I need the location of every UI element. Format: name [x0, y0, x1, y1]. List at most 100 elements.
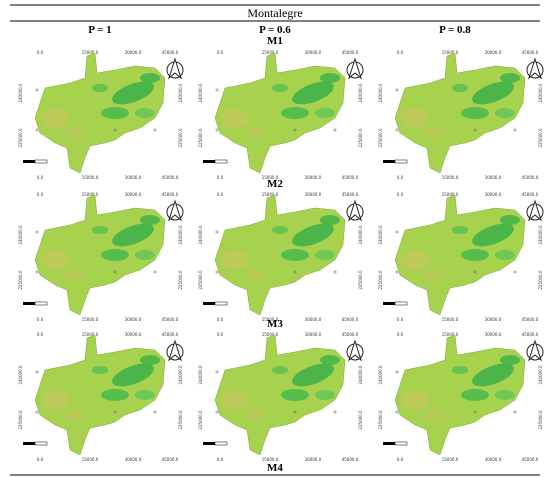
north-arrow	[166, 340, 184, 361]
map-y-label: 240000.0	[538, 83, 543, 103]
map-x-label: 15000.0	[262, 317, 279, 322]
map	[35, 195, 165, 315]
scale-bar	[394, 159, 408, 164]
grid-cross	[113, 270, 117, 274]
map-x-label: 45000.0	[342, 332, 359, 337]
map-x-label: 45000.0	[522, 175, 539, 180]
scale-bar	[214, 441, 228, 446]
map-panel: 0.0 0.0 15000.0 15000.0 30000.0 30000.0 45000.…	[378, 332, 544, 462]
map-x-label: 15000.0	[442, 457, 459, 462]
map-panel: 0.0 0.0 15000.0 15000.0 30000.0 30000.0 45000.…	[198, 50, 364, 180]
map-x-label: 0.0	[397, 50, 404, 55]
map-y-label: 225000.0	[18, 410, 23, 430]
map-x-label: 45000.0	[342, 317, 359, 322]
grid-cross	[215, 270, 219, 274]
map-y-label: 225000.0	[198, 128, 203, 148]
map-x-label: 15000.0	[442, 50, 459, 55]
map-x-label: 15000.0	[262, 175, 279, 180]
map-x-label: 0.0	[37, 457, 44, 462]
map-x-label: 30000.0	[485, 332, 502, 337]
map-x-label: 15000.0	[442, 332, 459, 337]
grid-cross	[35, 410, 39, 414]
north-arrow	[346, 340, 364, 361]
map-x-label: 30000.0	[485, 317, 502, 322]
grid-cross	[513, 128, 517, 132]
map-y-label: 240000.0	[178, 83, 183, 103]
figure-title: Montalegre	[247, 6, 302, 20]
grid-cross	[513, 410, 517, 414]
map-x-label: 45000.0	[522, 192, 539, 197]
scale-bar	[34, 441, 48, 446]
map-y-label: 240000.0	[378, 365, 383, 385]
grid-cross	[473, 270, 477, 274]
map-x-label: 15000.0	[262, 50, 279, 55]
map-x-label: 0.0	[217, 317, 224, 322]
grid-cross	[153, 410, 157, 414]
map-x-label: 0.0	[37, 317, 44, 322]
map-x-label: 15000.0	[262, 332, 279, 337]
map-y-label: 240000.0	[198, 83, 203, 103]
map-x-label: 30000.0	[305, 192, 322, 197]
map	[35, 53, 165, 173]
north-arrow	[166, 58, 184, 79]
map-y-label: 225000.0	[358, 128, 363, 148]
scale-bar	[203, 302, 215, 305]
north-arrow	[346, 58, 364, 79]
map	[215, 53, 345, 173]
map-panel: 0.0 0.0 15000.0 15000.0 30000.0 30000.0 45000.…	[198, 192, 364, 322]
row-label: M3	[267, 318, 283, 330]
map-x-label: 0.0	[217, 332, 224, 337]
map-y-label: 225000.0	[378, 410, 383, 430]
map-x-label: 45000.0	[162, 457, 179, 462]
map-x-label: 15000.0	[262, 457, 279, 462]
map	[215, 195, 345, 315]
grid-cross	[35, 370, 39, 374]
map-x-label: 45000.0	[342, 175, 359, 180]
map-y-label: 225000.0	[538, 128, 543, 148]
scale-bar	[214, 159, 228, 164]
grid-cross	[395, 270, 399, 274]
map-x-label: 0.0	[397, 332, 404, 337]
scale-bar	[383, 442, 395, 445]
map-x-label: 45000.0	[342, 457, 359, 462]
column-header: P = 0.6	[259, 24, 291, 36]
grid-cross	[293, 410, 297, 414]
map-x-label: 30000.0	[485, 175, 502, 180]
scale-bar	[203, 442, 215, 445]
map-x-label: 0.0	[397, 317, 404, 322]
grid-cross	[113, 128, 117, 132]
grid-cross	[35, 128, 39, 132]
map-x-label: 45000.0	[162, 50, 179, 55]
map-y-label: 225000.0	[178, 270, 183, 290]
scale-bar	[394, 301, 408, 306]
scale-bar	[203, 160, 215, 163]
map-x-label: 30000.0	[125, 457, 142, 462]
grid-cross	[215, 230, 219, 234]
map-y-label: 225000.0	[178, 128, 183, 148]
map-x-label: 30000.0	[485, 457, 502, 462]
map-x-label: 30000.0	[305, 50, 322, 55]
map-panel: 0.0 0.0 15000.0 15000.0 30000.0 30000.0 45000.…	[18, 332, 184, 462]
map-x-label: 0.0	[217, 50, 224, 55]
map-y-label: 240000.0	[378, 225, 383, 245]
map-x-label: 15000.0	[262, 192, 279, 197]
grid-cross	[215, 410, 219, 414]
map-x-label: 30000.0	[305, 175, 322, 180]
north-arrow	[346, 200, 364, 221]
map-x-label: 45000.0	[162, 317, 179, 322]
grid-cross	[215, 88, 219, 92]
north-arrow	[166, 200, 184, 221]
map-x-label: 15000.0	[82, 175, 99, 180]
north-arrow	[526, 200, 544, 221]
map-x-label: 15000.0	[82, 317, 99, 322]
map-x-label: 0.0	[397, 192, 404, 197]
map-y-label: 240000.0	[378, 83, 383, 103]
map-y-label: 240000.0	[198, 225, 203, 245]
grid-cross	[333, 270, 337, 274]
map-y-label: 240000.0	[538, 365, 543, 385]
map-x-label: 0.0	[37, 192, 44, 197]
map-panel: 0.0 0.0 15000.0 15000.0 30000.0 30000.0 45000.…	[18, 50, 184, 180]
map-x-label: 30000.0	[125, 50, 142, 55]
map-x-label: 30000.0	[125, 175, 142, 180]
